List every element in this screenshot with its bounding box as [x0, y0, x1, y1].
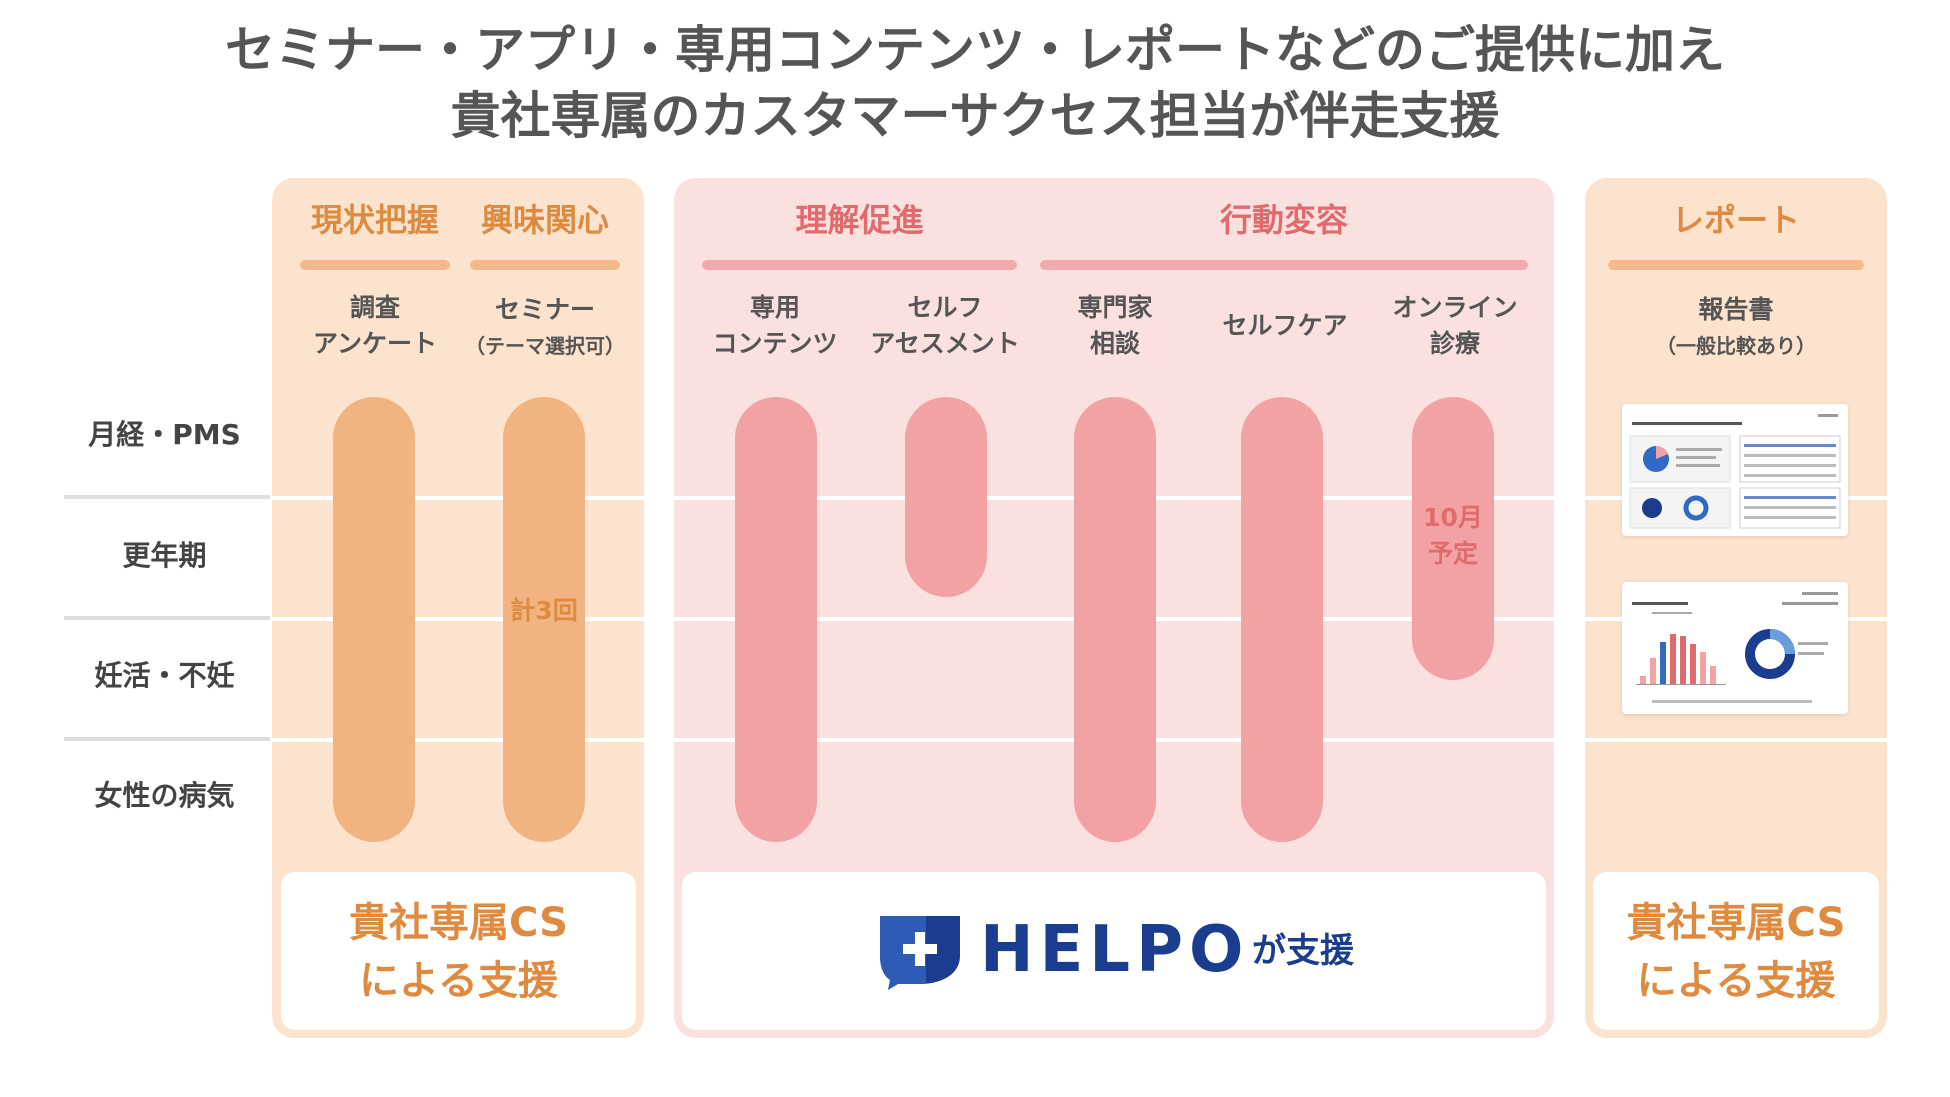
bar-expert	[1074, 397, 1156, 842]
bar-selfcare	[1241, 397, 1323, 842]
helpo-logo-icon	[880, 916, 960, 990]
header-understanding: 理解促進	[795, 201, 924, 239]
row-divider	[64, 737, 270, 741]
cs-support-line2-right: による支援	[1636, 958, 1836, 1004]
col-selfcare-line1: セルフケア	[1222, 311, 1348, 340]
header-behavior-change: 行動変容	[1219, 201, 1348, 239]
cs-support-box-left	[281, 872, 636, 1030]
header-interest: 興味関心	[480, 201, 609, 239]
bar-survey	[333, 397, 415, 842]
report-thumbnail-1	[1622, 404, 1848, 536]
report-thumbnail-2	[1622, 582, 1848, 714]
helpo-support-box	[682, 872, 1546, 1030]
cs-support-box-right	[1593, 872, 1879, 1030]
title-line-2: 貴社専属のカスタマーサクセス担当が伴走支援	[450, 87, 1500, 145]
col-survey-line1: 調査	[349, 293, 400, 322]
bar-seminar	[503, 397, 585, 842]
col-report-line2: （一般比較あり）	[1656, 334, 1816, 358]
header-rule	[702, 260, 1017, 270]
col-content-line2: コンテンツ	[712, 329, 838, 358]
col-seminar-line1: セミナー	[494, 295, 595, 324]
report-thumbnail-2-graphic	[1632, 592, 1838, 703]
col-report-line1: 報告書	[1698, 295, 1774, 324]
cs-support-line1-left: 貴社専属CS	[349, 900, 568, 946]
bar-content	[735, 397, 817, 842]
row-divider	[64, 495, 270, 499]
header-rule	[470, 260, 620, 270]
panel-gap	[644, 490, 674, 750]
header-rule	[300, 260, 450, 270]
row-divider-panel	[1585, 738, 1887, 742]
col-selfassess-line2: アセスメント	[870, 329, 1020, 358]
row-label-menopause: 更年期	[122, 539, 207, 572]
col-online-line1: オンライン	[1392, 293, 1518, 322]
col-selfassess-line1: セルフ	[907, 293, 983, 322]
col-content-line1: 専用	[749, 293, 800, 322]
seminar-count-note: 計3回	[510, 596, 578, 625]
row-label-pms: 月経・PMS	[88, 418, 241, 451]
header-rule	[1608, 260, 1864, 270]
helpo-logo-text: HELPO	[980, 913, 1250, 987]
row-divider	[64, 616, 270, 620]
col-seminar-line2: （テーマ選択可）	[465, 334, 625, 358]
bar-selfassess	[905, 397, 987, 597]
panel-gap	[1554, 490, 1585, 750]
col-expert-line1: 専門家	[1077, 293, 1153, 322]
cs-support-line2-left: による支援	[359, 958, 558, 1004]
header-report: レポート	[1671, 201, 1800, 239]
title-line-1: セミナー・アプリ・専用コンテンツ・レポートなどのご提供に加え	[225, 21, 1725, 79]
col-online-line2: 診療	[1429, 329, 1480, 358]
row-divider-panel	[272, 617, 1554, 621]
bar-online	[1412, 397, 1494, 680]
header-current-state: 現状把握	[310, 201, 439, 239]
col-expert-line2: 相談	[1089, 329, 1140, 358]
col-survey-line2: アンケート	[312, 329, 437, 358]
cs-support-line1-right: 貴社専属CS	[1626, 900, 1846, 946]
row-label-womens-disease: 女性の病気	[94, 779, 235, 812]
report-thumbnail-1-graphic	[1629, 414, 1841, 529]
helpo-support-suffix: が支援	[1252, 931, 1354, 971]
online-note-line1: 10月	[1423, 503, 1483, 532]
row-label-fertility: 妊活・不妊	[94, 659, 235, 692]
header-rule	[1040, 260, 1528, 270]
online-note-line2: 予定	[1427, 539, 1478, 568]
row-divider-panel	[272, 738, 1554, 742]
